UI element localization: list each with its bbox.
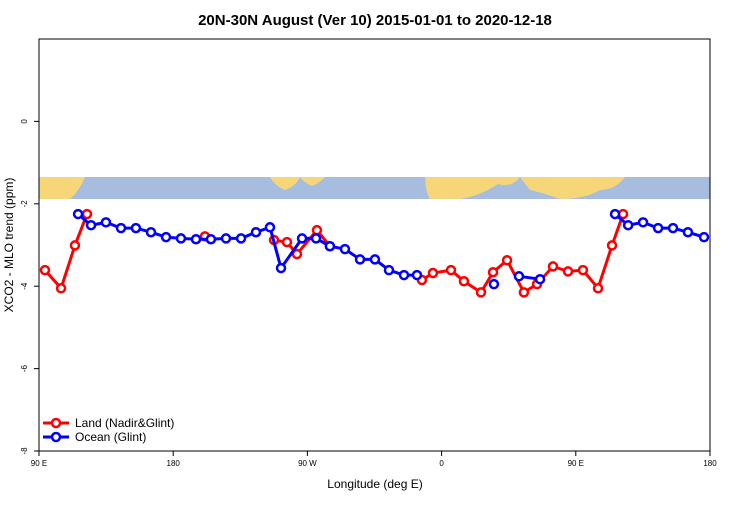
data-point (501, 254, 513, 266)
data-point (160, 231, 172, 243)
x-tick-label: 90 W (298, 459, 317, 468)
data-point (488, 278, 500, 290)
data-point (518, 287, 530, 298)
data-point (534, 273, 546, 285)
data-point (250, 226, 262, 238)
data-point (606, 240, 618, 251)
data-point (487, 266, 499, 278)
data-point (475, 287, 487, 298)
data-point (85, 219, 97, 231)
legend-label: Land (Nadir&Glint) (75, 416, 174, 430)
data-point (311, 224, 323, 236)
data-point (264, 222, 276, 233)
x-tick-label: 180 (167, 459, 181, 468)
data-point (562, 266, 574, 277)
y-axis-label: XCO2 - MLO trend (ppm) (2, 178, 16, 313)
y-tick-label: -4 (20, 282, 29, 290)
x-tick-label: 90 E (31, 459, 47, 468)
data-point (310, 233, 322, 244)
x-tick-label: 90 E (568, 459, 584, 468)
data-point (291, 248, 303, 260)
data-point (513, 271, 525, 282)
data-point (458, 276, 470, 287)
data-point (81, 208, 93, 220)
data-point (235, 233, 247, 244)
data-point (427, 267, 439, 279)
data-point (145, 226, 157, 238)
data-point (339, 243, 351, 255)
data-point (369, 254, 381, 265)
data-point (411, 269, 423, 281)
data-point (698, 231, 710, 243)
x-axis-label: Longitude (deg E) (327, 477, 422, 491)
data-point (175, 233, 187, 244)
data-point (609, 208, 621, 220)
data-point (383, 264, 395, 276)
legend-label: Ocean (Glint) (75, 430, 146, 444)
data-point (354, 254, 366, 265)
legend-marker (50, 431, 62, 443)
chart-title: 20N-30N August (Ver 10) 2015-01-01 to 20… (198, 12, 552, 29)
data-point (637, 217, 649, 228)
data-point (55, 283, 67, 294)
data-point (445, 264, 457, 276)
x-tick-label: 180 (703, 459, 717, 468)
y-tick-label: -2 (20, 200, 29, 208)
data-point (100, 217, 112, 228)
y-tick-label: 0 (20, 119, 29, 124)
data-point (592, 283, 604, 294)
x-tick-label: 0 (439, 459, 444, 468)
data-point (130, 222, 142, 234)
data-point (275, 262, 287, 274)
data-point (652, 222, 664, 234)
data-point (547, 261, 559, 272)
data-point (281, 236, 293, 248)
data-point (69, 240, 81, 251)
data-point (577, 264, 589, 276)
data-point (39, 264, 51, 276)
y-tick-label: -6 (20, 364, 29, 372)
data-point (324, 240, 336, 252)
data-point (220, 233, 232, 244)
data-point (296, 233, 308, 244)
data-point (398, 269, 410, 281)
data-point (115, 222, 127, 234)
map-strip (39, 177, 710, 199)
data-point (667, 222, 679, 234)
legend-marker (50, 417, 62, 429)
data-point (205, 233, 217, 245)
data-point (682, 226, 694, 238)
y-tick-label: -8 (20, 447, 29, 455)
plot-frame (38, 38, 711, 452)
data-point (72, 208, 84, 220)
data-point (190, 233, 202, 245)
data-point (622, 219, 634, 231)
